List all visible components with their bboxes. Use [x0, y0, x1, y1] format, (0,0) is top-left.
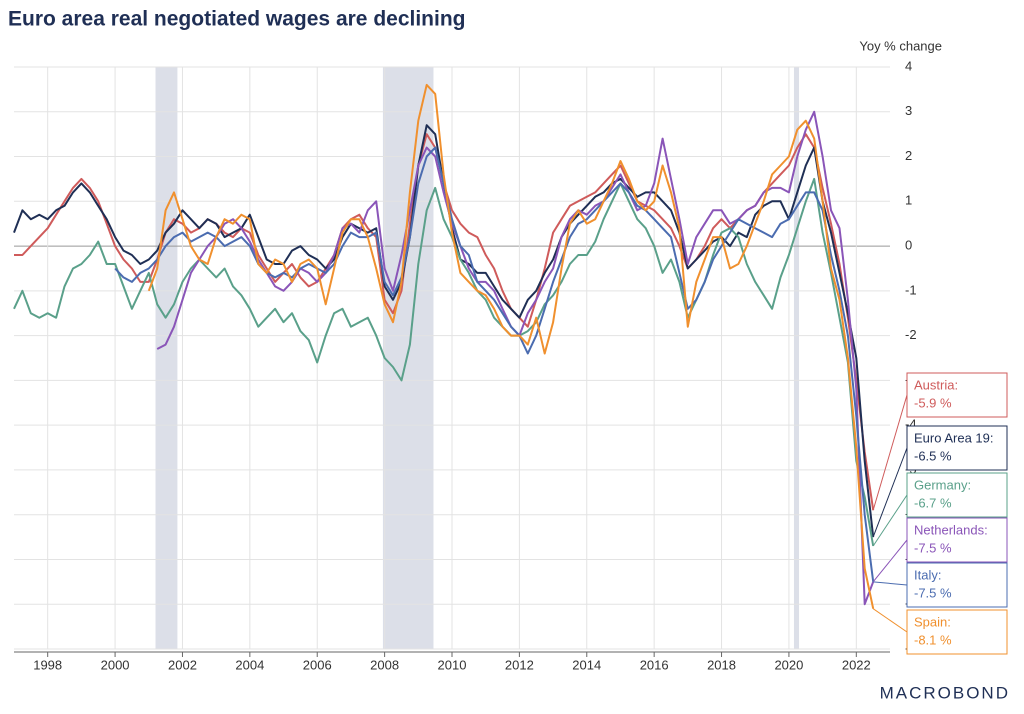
x-tick-label: 2008 — [370, 657, 399, 672]
x-tick-label: 2004 — [235, 657, 264, 672]
y-tick-label: 3 — [905, 103, 912, 118]
x-tick-label: 2016 — [640, 657, 669, 672]
series-line — [114, 146, 875, 582]
series-line — [13, 177, 875, 547]
x-tick-label: 2000 — [101, 657, 130, 672]
y-axis-label: Yoy % change — [859, 38, 942, 53]
leader-line — [873, 581, 908, 586]
end-value-label: -8.1 % — [914, 632, 952, 647]
leader-line — [872, 447, 908, 538]
brand: MACROBOND — [880, 683, 1010, 702]
chart-title: Euro area real negotiated wages are decl… — [8, 8, 466, 31]
leader-line — [872, 539, 908, 583]
shaded-period — [382, 67, 434, 649]
y-tick-label: -1 — [905, 282, 917, 297]
y-tick-label: 1 — [905, 193, 912, 208]
shaded-period — [155, 67, 178, 649]
legend-label: Germany: — [914, 477, 971, 492]
end-label-box — [906, 472, 1008, 518]
legend-label: Euro Area 19: — [914, 430, 994, 445]
y-tick-label: -4 — [905, 417, 917, 432]
end-value-label: -6.5 % — [914, 448, 952, 463]
shaded-period — [793, 67, 800, 649]
x-tick-label: 2022 — [842, 657, 871, 672]
legend-label: Spain: — [914, 614, 951, 629]
y-tick-label: 0 — [905, 238, 912, 253]
end-label-box — [906, 609, 1008, 655]
end-label-box — [906, 517, 1008, 563]
end-label-box — [906, 425, 1008, 471]
legend-label: Austria: — [914, 377, 958, 392]
leader-line — [872, 608, 908, 633]
end-value-label: -7.5 % — [914, 585, 952, 600]
x-tick-label: 2020 — [774, 657, 803, 672]
leader-line — [872, 394, 908, 511]
leader-line — [872, 494, 908, 547]
y-tick-label: -2 — [905, 327, 917, 342]
series-line — [156, 110, 875, 606]
end-value-label: -5.9 % — [914, 395, 952, 410]
end-value-label: -7.5 % — [914, 540, 952, 555]
x-tick-label: 2010 — [438, 657, 467, 672]
end-label-box — [906, 562, 1008, 608]
y-tick-label: 4 — [905, 58, 912, 73]
x-tick-label: 2002 — [168, 657, 197, 672]
x-tick-label: 1998 — [33, 657, 62, 672]
y-tick-label: 2 — [905, 148, 912, 163]
x-tick-label: 2006 — [303, 657, 332, 672]
legend-label: Netherlands: — [914, 522, 988, 537]
end-label-box — [906, 372, 1008, 418]
series-line — [147, 83, 875, 609]
x-tick-label: 2012 — [505, 657, 534, 672]
x-tick-label: 2014 — [572, 657, 601, 672]
legend-label: Italy: — [914, 567, 941, 582]
x-tick-label: 2018 — [707, 657, 736, 672]
end-value-label: -6.7 % — [914, 495, 952, 510]
